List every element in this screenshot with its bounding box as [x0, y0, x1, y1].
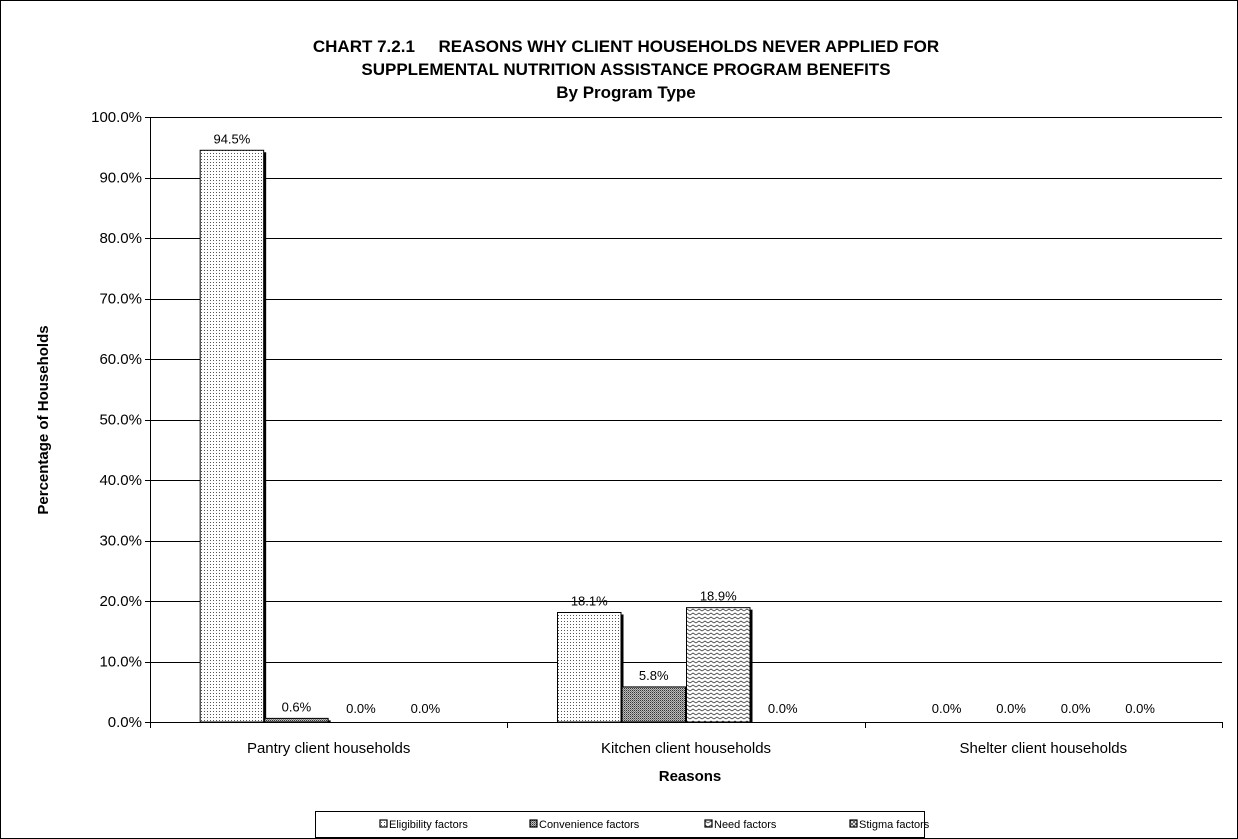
y-tick-label: 10.0% — [99, 654, 142, 671]
y-axis-title: Percentage of Households — [35, 325, 52, 514]
y-tick-label: 60.0% — [99, 351, 142, 368]
legend-swatch — [704, 819, 713, 828]
y-tick-labels: 0.0% 10.0% 20.0% 30.0% 40.0% 50.0% 60.0% 70.0% 8… — [91, 109, 142, 731]
data-label: 0.0% — [1061, 701, 1091, 716]
data-label: 0.0% — [932, 701, 962, 716]
y-tick-label: 100.0% — [91, 109, 142, 126]
category-label: Kitchen client households — [601, 740, 771, 757]
chart-title: CHART 7.2.1 REASONS WHY CLIENT HOUSEHOLD… — [313, 37, 939, 102]
chart-title-line-3: By Program Type — [556, 83, 696, 102]
legend-label: Eligibility factors — [389, 819, 468, 831]
data-label: 0.0% — [768, 701, 798, 716]
category-label: Pantry client households — [247, 740, 410, 757]
bar — [199, 149, 265, 723]
data-label: 0.0% — [996, 701, 1026, 716]
legend: Eligibility factors Convenience factors Ne… — [315, 811, 930, 838]
y-tick-label: 40.0% — [99, 472, 142, 489]
data-label: 0.0% — [411, 701, 441, 716]
bar — [621, 686, 686, 723]
legend-label: Need factors — [714, 819, 777, 831]
data-label: 18.9% — [700, 589, 737, 604]
y-tick-label: 0.0% — [108, 714, 142, 731]
gridlines — [150, 117, 1222, 663]
data-label: 18.1% — [571, 593, 608, 608]
data-label: 0.6% — [282, 699, 312, 714]
data-label: 94.5% — [213, 131, 250, 146]
legend-swatch — [529, 819, 538, 828]
axes — [145, 117, 1223, 728]
chart-title-line-2: SUPPLEMENTAL NUTRITION ASSISTANCE PROGRA… — [361, 60, 890, 79]
y-tick-label: 20.0% — [99, 593, 142, 610]
y-tick-label: 50.0% — [99, 412, 142, 429]
x-axis-title: Reasons — [659, 768, 722, 785]
legend-swatch — [379, 819, 388, 828]
chart-title-line-1: CHART 7.2.1 REASONS WHY CLIENT HOUSEHOLD… — [313, 37, 939, 56]
legend-swatch — [849, 819, 858, 828]
data-label: 5.8% — [639, 668, 669, 683]
legend-label: Convenience factors — [539, 819, 640, 831]
data-label: 0.0% — [1125, 701, 1155, 716]
bar — [264, 717, 329, 723]
data-label: 0.0% — [346, 701, 376, 716]
y-tick-label: 90.0% — [99, 170, 142, 187]
bars — [199, 149, 753, 723]
legend-box — [315, 811, 925, 838]
data-labels: 94.5% 0.6% 0.0% 0.0% 18.1% 5.8% 18.9% 0.0% 0.0% 0… — [213, 131, 1155, 716]
category-labels: Pantry client households Kitchen client h… — [247, 740, 1127, 757]
y-tick-label: 70.0% — [99, 291, 142, 308]
legend-label: Stigma factors — [859, 819, 930, 831]
y-tick-label: 30.0% — [99, 533, 142, 550]
y-tick-label: 80.0% — [99, 230, 142, 247]
category-label: Shelter client households — [960, 740, 1128, 757]
bar — [557, 611, 622, 723]
bar — [686, 607, 751, 723]
